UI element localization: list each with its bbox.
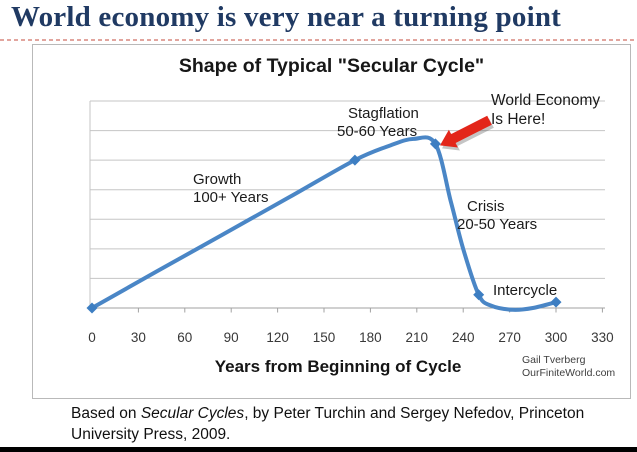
cycle-plot: 0 30 60 90 120 150 180 210 240 270 300 330 [86,100,614,345]
citation-line2: University Press, 2009. [71,425,231,443]
x-tick-labels: 0 30 60 90 120 150 180 210 240 270 300 330 [88,330,613,345]
diamond-marker [473,289,485,301]
x-tick-label: 120 [266,330,289,345]
phase-label-line: Growth [193,171,242,188]
x-tick-label: 150 [313,330,336,345]
x-tick-label: 90 [224,330,239,345]
gridlines [89,100,605,308]
phase-label-intercycle: Intercycle [493,282,557,300]
citation-prefix: Based on [71,405,141,422]
credit-line: OurFiniteWorld.com [522,367,616,379]
world-economy-annotation: World Economy Is Here! [491,92,600,129]
chart-title: Shape of Typical "Secular Cycle" [178,55,485,77]
x-tick-label: 180 [359,330,382,345]
title-divider [0,39,637,41]
phase-label-crisis: Crisis 20-50 Years [457,198,537,233]
x-axis-title: Years from Beginning of Cycle [214,357,462,376]
diamond-marker [86,302,98,314]
chart-container: 0 30 60 90 120 150 180 210 240 270 300 330 Shape of… [32,44,631,399]
phase-label-line: Crisis [467,198,505,215]
credit-text: Gail Tverberg OurFiniteWorld.com [522,354,615,380]
annotation-line: Is Here! [491,110,546,128]
bottom-border-bar [0,447,637,452]
phase-label-growth: Growth 100+ Years [193,171,269,206]
phase-label-stagflation: Stagflation 50-60 Years [337,105,419,140]
phase-label-line: 20-50 Years [457,215,538,233]
x-tick-label: 60 [177,330,192,345]
x-tick-label: 210 [406,330,429,345]
diamond-marker [349,154,361,166]
credit-line: Gail Tverberg [522,354,586,366]
world-economy-arrow [440,115,492,148]
phase-label-line: Intercycle [493,282,558,299]
x-tick-label: 330 [591,330,614,345]
citation-book-title: Secular Cycles [140,405,245,422]
citation-suffix: , by Peter Turchin and Sergey Nefedov, P… [244,405,585,422]
x-tick-label: 270 [498,330,521,345]
x-tick-label: 300 [545,330,568,345]
x-tick-label: 30 [131,330,146,345]
data-point-markers [86,138,562,314]
citation-text: Based on Secular Cycles, by Peter Turchi… [71,404,584,445]
cycle-curve [90,135,558,312]
phase-label-line: Stagflation [348,105,419,122]
diamond-marker [550,296,562,308]
x-tick-label: 240 [452,330,475,345]
annotation-line: World Economy [491,92,601,109]
x-tick-label: 0 [88,330,96,345]
slide-title: World economy is very near a turning poi… [11,1,562,33]
phase-label-line: 50-60 Years [337,122,418,140]
diamond-marker [429,138,441,150]
phase-label-line: 100+ Years [193,188,269,206]
